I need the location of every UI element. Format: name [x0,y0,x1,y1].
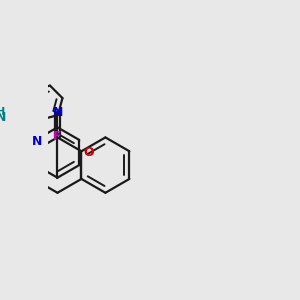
Text: N: N [53,106,64,119]
Text: H: H [0,107,5,117]
Text: N: N [0,111,6,124]
Text: N: N [32,135,43,148]
Text: O: O [83,146,94,159]
Text: F: F [53,130,62,143]
